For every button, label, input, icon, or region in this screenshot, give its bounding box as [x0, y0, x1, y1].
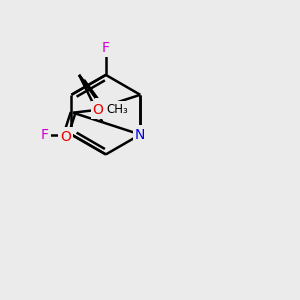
Text: N: N [135, 128, 146, 142]
Text: O: O [93, 103, 104, 117]
Text: N: N [97, 100, 108, 114]
Text: CH₃: CH₃ [106, 103, 128, 116]
Text: F: F [41, 128, 49, 142]
Text: F: F [102, 41, 110, 56]
Text: O: O [60, 130, 71, 143]
